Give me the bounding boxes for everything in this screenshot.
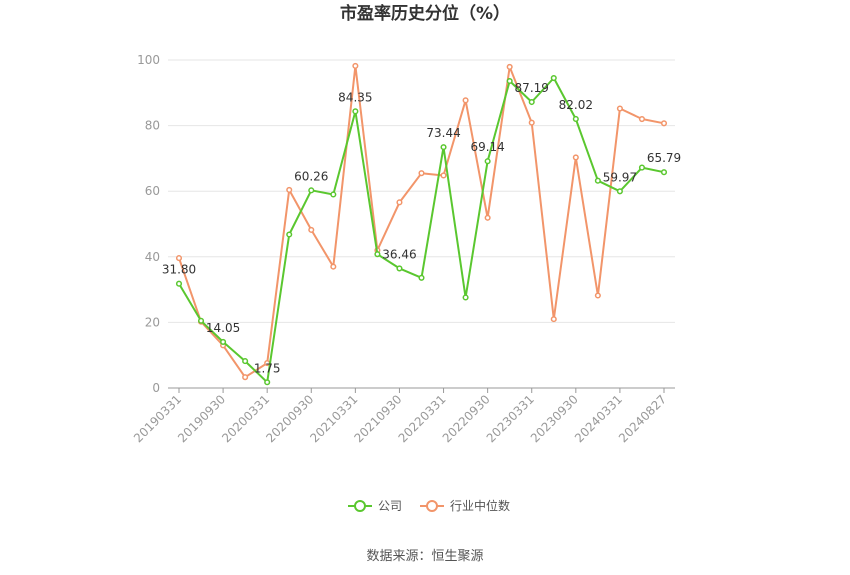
- data-label: 65.79: [647, 151, 681, 165]
- data-point: [440, 172, 447, 179]
- data-label: 87.19: [515, 81, 549, 95]
- data-label: 69.14: [470, 140, 504, 154]
- legend[interactable]: 公司 行业中位数: [348, 498, 510, 513]
- data-label: 60.26: [294, 169, 328, 183]
- data-point: [286, 231, 293, 238]
- data-point: [528, 98, 535, 106]
- x-axis: 2019033120190930202003312020093020210331…: [131, 387, 675, 445]
- data-point: [528, 119, 535, 126]
- data-point: [242, 358, 249, 365]
- data-label: 1.75: [254, 361, 281, 375]
- data-point: [197, 317, 205, 324]
- data-point: [572, 154, 579, 161]
- data-point: [616, 105, 623, 112]
- legend-label: 公司: [378, 499, 402, 513]
- data-point: [264, 379, 271, 386]
- y-tick-label: 80: [145, 119, 160, 133]
- data-point: [330, 191, 337, 198]
- data-point: [440, 144, 447, 151]
- data-point: [374, 251, 381, 258]
- series-company: [175, 74, 668, 386]
- series-layer: [175, 62, 668, 386]
- data-point: [484, 158, 491, 165]
- data-point: [638, 164, 646, 171]
- chart-title: 市盈率历史分位（%）: [340, 3, 510, 24]
- data-labels: 31.80 14.05 1.75 60.26 84.35 36.46 73.44 69.14 8…: [162, 81, 681, 375]
- y-axis: 0 20 40 60 80 100: [137, 53, 160, 395]
- y-tick-label: 0: [152, 381, 160, 395]
- data-point: [308, 226, 315, 233]
- data-point: [220, 338, 227, 345]
- data-point: [396, 265, 403, 272]
- legend-item-company[interactable]: 公司: [348, 499, 402, 513]
- data-label: 84.35: [338, 90, 372, 104]
- y-tick-label: 20: [145, 315, 160, 329]
- data-point: [308, 187, 315, 194]
- data-label: 36.46: [382, 247, 416, 261]
- data-point: [462, 97, 469, 104]
- legend-item-industry-median[interactable]: 行业中位数: [420, 498, 510, 513]
- data-point: [660, 169, 668, 176]
- data-point: [462, 294, 469, 301]
- data-point: [594, 292, 601, 299]
- data-point: [638, 115, 646, 123]
- data-label: 31.80: [162, 263, 196, 277]
- data-point: [550, 74, 557, 82]
- source-note: 数据来源：恒生聚源: [366, 549, 483, 564]
- data-point: [286, 186, 293, 193]
- data-point: [418, 170, 425, 177]
- data-point: [352, 62, 359, 69]
- series-line: [178, 77, 665, 384]
- data-point: [660, 120, 668, 127]
- x-tick-label: 20240827: [616, 392, 669, 445]
- data-point: [175, 280, 183, 287]
- data-label: 59.97: [603, 170, 637, 184]
- data-point: [616, 188, 623, 195]
- data-point: [594, 177, 601, 184]
- data-point: [352, 108, 359, 115]
- grid: [168, 59, 675, 323]
- data-point: [396, 199, 403, 206]
- data-point: [506, 63, 513, 70]
- data-point: [418, 274, 425, 281]
- y-tick-label: 40: [145, 250, 160, 264]
- y-tick-label: 100: [137, 53, 160, 67]
- series-line: [178, 64, 665, 379]
- data-point: [175, 255, 183, 262]
- data-label: 14.05: [206, 321, 240, 335]
- data-point: [550, 316, 557, 323]
- data-point: [506, 77, 513, 85]
- data-point: [242, 374, 249, 381]
- legend-label: 行业中位数: [450, 498, 510, 513]
- data-point: [572, 115, 579, 123]
- data-point: [484, 214, 491, 221]
- series-industry-median: [175, 62, 668, 381]
- y-tick-label: 60: [145, 184, 160, 198]
- legend-swatch-marker: [426, 500, 438, 512]
- legend-swatch-marker: [354, 500, 366, 512]
- data-label: 82.02: [559, 98, 593, 112]
- data-label: 73.44: [426, 126, 460, 140]
- data-point: [330, 263, 337, 270]
